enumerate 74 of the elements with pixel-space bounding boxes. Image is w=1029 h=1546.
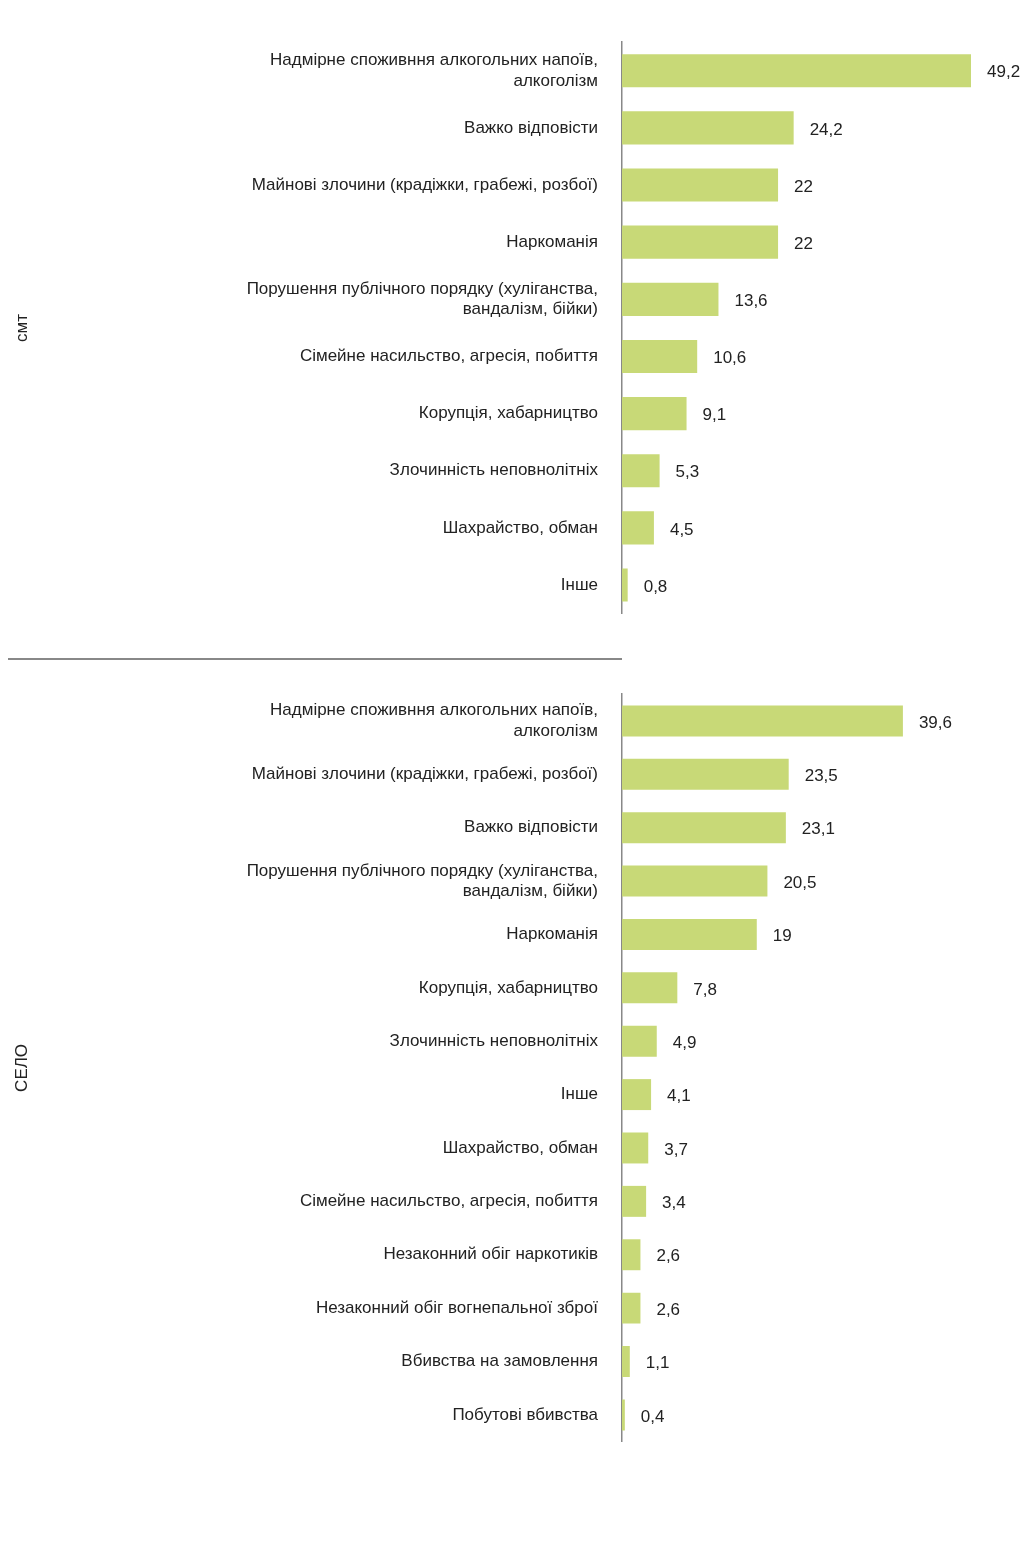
- y-tick-label: Корупція, хабарництво: [418, 977, 598, 997]
- y-axis-title: СЕЛО: [11, 1043, 31, 1092]
- bar: [622, 511, 654, 545]
- bar: [622, 918, 757, 950]
- data-label: 49,2: [987, 62, 1021, 82]
- bar: [622, 168, 779, 202]
- data-label: 4,9: [672, 1032, 697, 1052]
- y-tick-label: Інше: [560, 1083, 598, 1103]
- bar: [622, 225, 779, 259]
- y-tick-label: Інше: [560, 574, 598, 594]
- y-tick-label: Побутові вбивства: [452, 1404, 599, 1424]
- data-label: 4,1: [667, 1085, 691, 1105]
- data-label: 19: [772, 925, 792, 945]
- bar: [622, 54, 971, 88]
- data-label: 3,7: [664, 1139, 688, 1159]
- data-label: 22: [794, 233, 813, 253]
- data-label: 0,4: [640, 1406, 665, 1426]
- bar: [622, 1185, 647, 1217]
- bar: [622, 282, 719, 316]
- y-tick-label: Незаконний обіг вогнепальної зброї: [315, 1297, 599, 1317]
- y-axis-title: смт: [11, 313, 31, 342]
- bar: [622, 1345, 630, 1377]
- bar: [622, 568, 628, 602]
- y-tick-label: Сімейне насильство, агресія, побиття: [299, 346, 598, 366]
- y-tick-label: Незаконний обіг наркотиків: [383, 1243, 598, 1263]
- data-label: 23,5: [804, 765, 838, 785]
- data-label: 13,6: [734, 291, 768, 311]
- data-label: 2,6: [656, 1245, 681, 1265]
- bar: [622, 758, 789, 790]
- data-label: 24,2: [809, 119, 843, 139]
- data-label: 1,1: [645, 1352, 670, 1372]
- data-label: 10,6: [713, 348, 747, 368]
- bar: [622, 971, 678, 1003]
- bar: [622, 1238, 641, 1270]
- bar: [622, 454, 660, 488]
- y-tick-label: Шахрайство, обман: [442, 517, 598, 537]
- y-tick-label: Майнові злочини (крадіжки, грабежі, розбої): [251, 174, 598, 194]
- y-tick-label: Надмірне споживння алкогольних напоїв, алкоголізм: [270, 50, 598, 90]
- y-tick-label: Важко відповісти: [464, 117, 598, 137]
- y-tick-label: Порушення публічного порядку (хуліганства, вандалізм, бійки): [246, 278, 598, 319]
- data-label: 7,8: [693, 979, 717, 999]
- bar: [622, 1025, 657, 1057]
- bar: [622, 1078, 652, 1110]
- y-tick-label: Наркоманія: [506, 923, 598, 943]
- data-label: 23,1: [801, 818, 835, 838]
- data-label: 9,1: [702, 405, 727, 425]
- data-label: 0,8: [643, 576, 668, 596]
- y-tick-label: Майнові злочини (крадіжки, грабежі, розбої): [251, 763, 598, 783]
- bar: [622, 1132, 649, 1163]
- y-tick-label: Надмірне споживння алкогольних напоїв, алкоголізм: [270, 699, 598, 740]
- y-tick-label: Порушення публічного порядку (хуліганства, вандалізм, бійки): [246, 860, 598, 900]
- y-tick-label: Корупція, хабарництво: [418, 403, 598, 423]
- bar: [622, 339, 698, 374]
- data-label: 4,5: [669, 519, 694, 539]
- data-label: 22: [794, 176, 813, 196]
- bar: [622, 1398, 625, 1430]
- y-tick-label: Наркоманія: [506, 231, 598, 251]
- y-tick-label: Сімейне насильство, агресія, побиття: [299, 1190, 598, 1210]
- y-tick-label: Вбивства на замовлення: [401, 1350, 598, 1370]
- data-label: 5,3: [675, 462, 700, 482]
- bar: [622, 111, 794, 145]
- bar: [622, 397, 687, 431]
- bar: [622, 704, 903, 736]
- data-label: 2,6: [656, 1299, 681, 1319]
- bar: [622, 865, 768, 897]
- bar: [622, 1292, 641, 1324]
- data-label: 20,5: [783, 872, 817, 892]
- y-tick-label: Шахрайство, обман: [442, 1137, 598, 1157]
- y-tick-label: Важко відповісти: [464, 816, 598, 836]
- y-tick-label: Злочинність неповнолітніх: [389, 460, 599, 480]
- data-label: 3,4: [662, 1192, 686, 1212]
- data-label: 39,6: [918, 712, 952, 732]
- y-tick-label: Злочинність неповнолітніх: [389, 1030, 599, 1050]
- bar: [622, 811, 786, 843]
